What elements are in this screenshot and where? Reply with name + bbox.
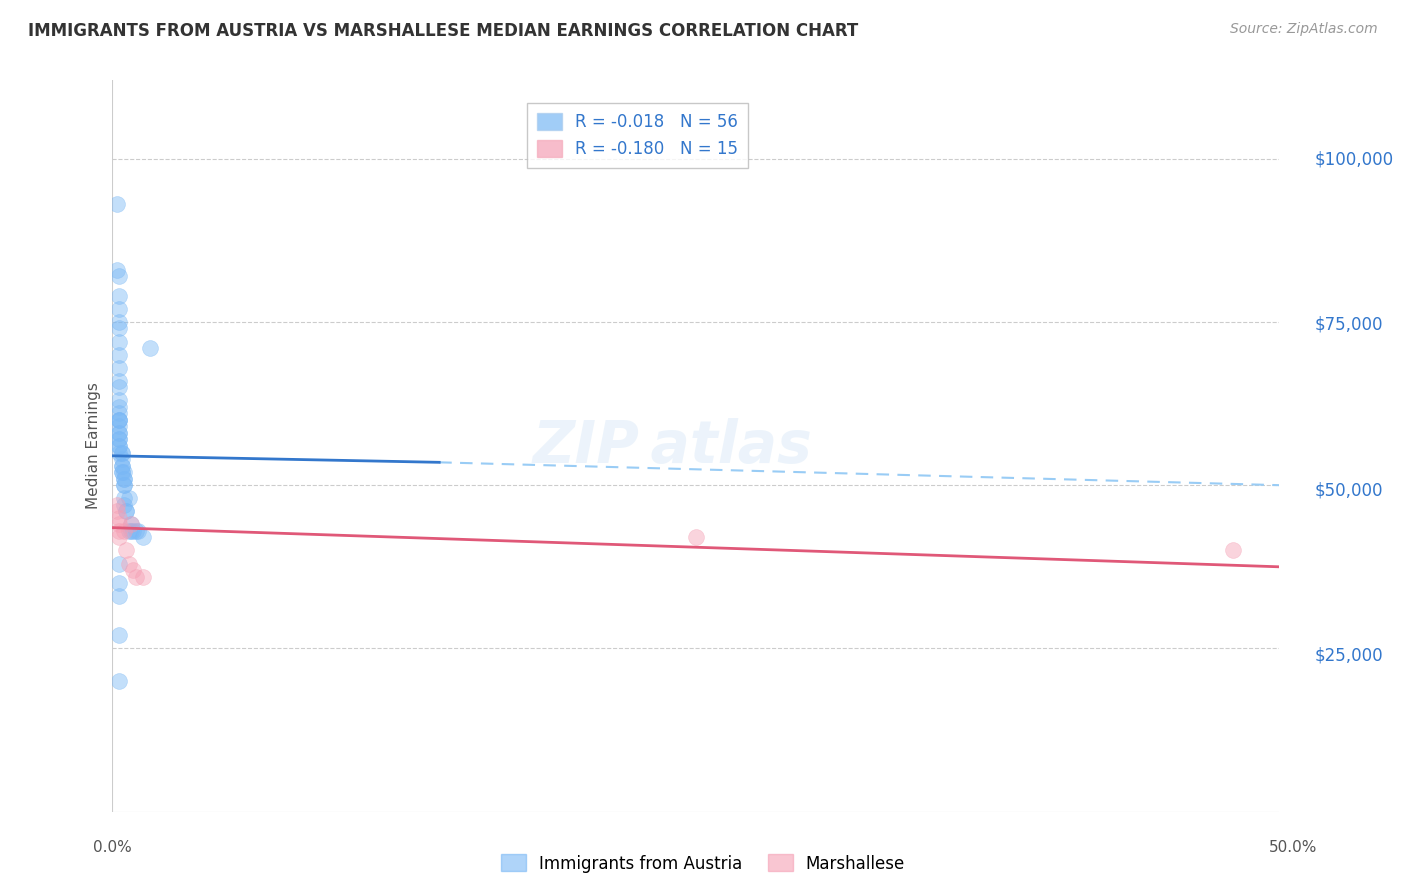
Point	[118, 491, 141, 506]
Point	[111, 452, 134, 467]
Point	[108, 289, 131, 303]
Point	[115, 543, 138, 558]
Point	[108, 406, 131, 420]
Point	[122, 563, 145, 577]
Point	[108, 576, 131, 591]
Point	[111, 465, 134, 479]
Point	[108, 315, 131, 329]
Text: 50.0%: 50.0%	[1270, 840, 1317, 855]
Point	[127, 524, 149, 538]
Point	[108, 439, 131, 453]
Point	[108, 393, 131, 408]
Point	[108, 374, 131, 388]
Point	[111, 445, 134, 459]
Point	[120, 517, 142, 532]
Point	[112, 498, 135, 512]
Point	[108, 301, 131, 316]
Point	[108, 589, 131, 603]
Point	[108, 445, 131, 459]
Point	[108, 433, 131, 447]
Point	[120, 517, 142, 532]
Point	[115, 504, 138, 518]
Point	[118, 557, 141, 571]
Point	[112, 524, 135, 538]
Point	[118, 524, 141, 538]
Point	[108, 425, 131, 440]
Point	[125, 524, 148, 538]
Point	[108, 419, 131, 434]
Text: $75,000: $75,000	[1315, 316, 1384, 334]
Point	[105, 504, 128, 518]
Point	[111, 465, 134, 479]
Point	[108, 360, 131, 375]
Point	[108, 425, 131, 440]
Point	[105, 498, 128, 512]
Point	[108, 557, 131, 571]
Point	[112, 472, 135, 486]
Point	[108, 380, 131, 394]
Point	[108, 269, 131, 284]
Point	[112, 472, 135, 486]
Text: $50,000: $50,000	[1315, 481, 1384, 500]
Text: ZIP atlas: ZIP atlas	[533, 417, 813, 475]
Point	[108, 347, 131, 362]
Point	[112, 465, 135, 479]
Point	[108, 433, 131, 447]
Point	[108, 413, 131, 427]
Point	[132, 569, 155, 583]
Text: IMMIGRANTS FROM AUSTRIA VS MARSHALLESE MEDIAN EARNINGS CORRELATION CHART: IMMIGRANTS FROM AUSTRIA VS MARSHALLESE M…	[28, 22, 859, 40]
Y-axis label: Median Earnings: Median Earnings	[86, 383, 101, 509]
Point	[108, 628, 131, 642]
Point	[108, 674, 131, 689]
Text: Source: ZipAtlas.com: Source: ZipAtlas.com	[1230, 22, 1378, 37]
Point	[112, 478, 135, 492]
Point	[108, 334, 131, 349]
Text: 0.0%: 0.0%	[93, 840, 132, 855]
Text: $25,000: $25,000	[1315, 647, 1384, 665]
Point	[132, 530, 155, 544]
Text: $100,000: $100,000	[1315, 151, 1393, 169]
Point	[108, 439, 131, 453]
Point	[125, 569, 148, 583]
Point	[685, 530, 707, 544]
Point	[120, 524, 142, 538]
Point	[115, 504, 138, 518]
Legend: Immigrants from Austria, Marshallese: Immigrants from Austria, Marshallese	[495, 847, 911, 880]
Point	[108, 321, 131, 335]
Point	[108, 413, 131, 427]
Point	[139, 341, 162, 355]
Point	[108, 524, 131, 538]
Legend: R = -0.018   N = 56, R = -0.180   N = 15: R = -0.018 N = 56, R = -0.180 N = 15	[527, 103, 748, 168]
Point	[122, 524, 145, 538]
Point	[111, 445, 134, 459]
Point	[108, 530, 131, 544]
Point	[108, 400, 131, 414]
Point	[112, 478, 135, 492]
Point	[111, 458, 134, 473]
Point	[1222, 543, 1244, 558]
Point	[111, 458, 134, 473]
Point	[105, 262, 128, 277]
Point	[108, 511, 131, 525]
Point	[108, 517, 131, 532]
Point	[105, 197, 128, 211]
Point	[108, 413, 131, 427]
Point	[112, 491, 135, 506]
